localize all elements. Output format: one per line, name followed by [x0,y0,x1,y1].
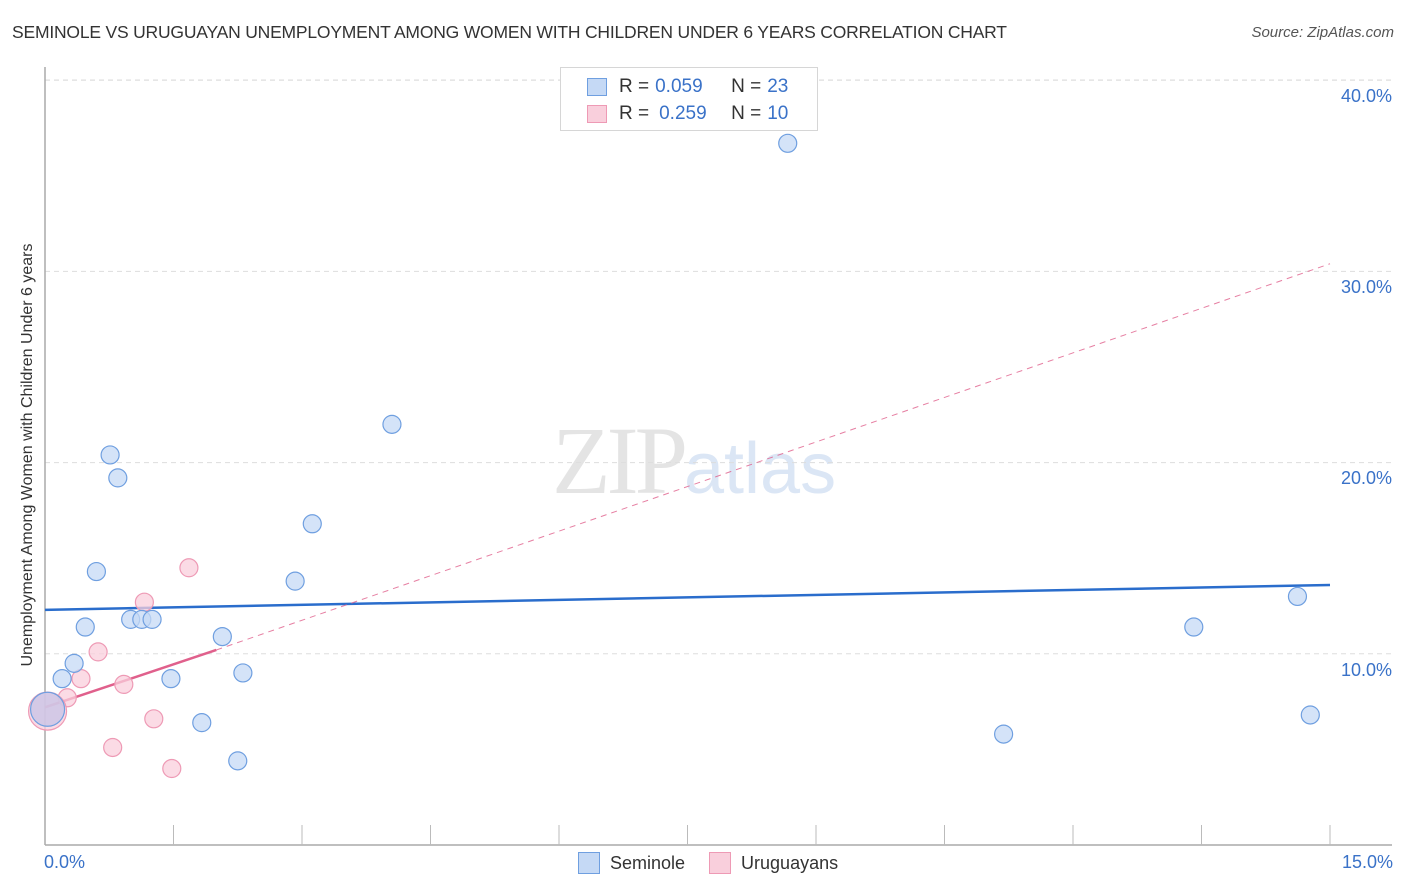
seminole-point [302,514,322,534]
uruguayans-point [103,737,123,758]
seminole-point [233,663,253,683]
seminole-point [108,468,128,488]
uruguayans-point [179,558,199,578]
y-tick-30: 30.0% [1340,277,1392,297]
y-tick-20: 20.0% [1340,468,1392,488]
seminole-point [778,133,798,153]
seminole-r-value: 0.059 [655,76,703,97]
chart-title: SEMINOLE VS URUGUAYAN UNEMPLOYMENT AMONG… [12,22,1007,42]
uruguayans-n-value: 10 [767,103,789,124]
uruguayans-point [144,709,164,729]
legend-item-uruguayans[interactable]: Uruguayans [709,852,838,874]
y-axis-label: Unemployment Among Women with Children U… [19,243,36,667]
uruguayans-point [114,674,134,694]
seminole-point [1184,617,1204,637]
data-points [27,133,1320,779]
uruguayans-point [162,758,182,779]
seminole-point [161,669,181,689]
source-label: Source: ZipAtlas.com [1251,24,1394,41]
seminole-swatch [587,78,607,96]
seminole-point [994,724,1014,744]
correlation-legend: R = 0.059 N = 23 R = 0.259 N = 10 [560,67,818,131]
trend-lines [44,263,1331,709]
seminole-n-value: 23 [767,76,789,97]
seminole-trend-line [44,583,1331,612]
seminole-point [64,653,84,673]
uruguayans-point [88,642,108,662]
uruguayans-swatch [709,852,732,874]
seminole-point [228,751,248,771]
seminole-point [1300,705,1320,725]
series-legend: Seminole Uruguayans [578,852,862,874]
legend-item-seminole[interactable]: Seminole [578,852,685,874]
uruguayans-r-value: 0.259 [659,103,707,124]
seminole-swatch [578,852,600,874]
seminole-point [192,713,212,733]
legend-row-uruguayans: R = 0.259 N = 10 [587,102,788,126]
y-tick-10: 10.0% [1340,660,1392,680]
legend-row-seminole: R = 0.059 N = 23 [587,75,788,99]
seminole-point [100,445,120,465]
y-tick-40: 40.0% [1340,86,1392,106]
seminole-point [285,571,305,591]
seminole-point [382,414,402,434]
seminole-point [75,617,95,637]
seminole-point [1287,586,1308,607]
uruguayans-point [134,592,154,612]
seminole-point [29,691,66,727]
seminole-point [142,609,162,629]
seminole-point [52,669,72,689]
uruguayans-trend-extension [216,263,1331,651]
x-tick-15: 15.0% [1341,852,1393,872]
seminole-point [86,561,107,582]
uruguayans-swatch [587,105,607,123]
x-tick-0: 0.0% [44,852,86,872]
axes [44,67,1392,846]
seminole-point [212,626,232,647]
gridlines [45,79,1392,655]
